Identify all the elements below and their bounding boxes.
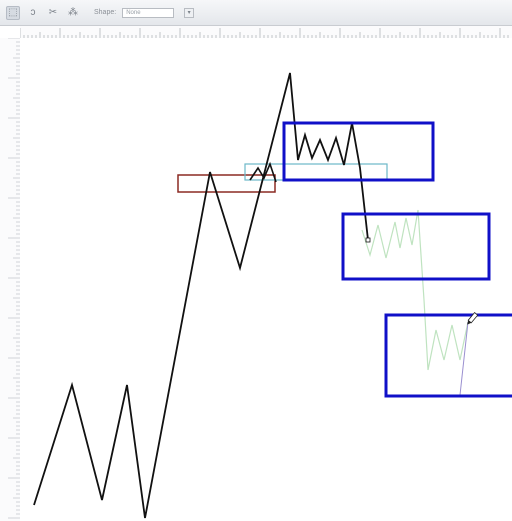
crop-tool-icon[interactable]: ✂ xyxy=(48,7,58,18)
ruler-ticks xyxy=(8,38,20,519)
blue-box-bottom xyxy=(384,313,512,398)
anchor-point xyxy=(365,237,371,243)
blue-box-middle xyxy=(341,212,491,281)
chart-drawing xyxy=(33,72,512,519)
blue-box-top xyxy=(282,121,435,182)
chevron-down-icon[interactable]: ▾ xyxy=(184,7,195,18)
red-range-box xyxy=(177,174,276,193)
vertical-ruler[interactable] xyxy=(0,38,21,521)
price-line xyxy=(33,72,369,519)
projected-price-line xyxy=(361,209,469,371)
lasso-tool-icon[interactable]: ↄ xyxy=(30,7,36,18)
pen-stroke xyxy=(459,321,469,396)
pen-cursor-icon xyxy=(467,312,479,325)
marquee-tool-icon[interactable]: ⬚ xyxy=(6,5,20,20)
magic-wand-tool-icon[interactable]: ⁂ xyxy=(68,7,78,18)
toolbar: ⬚ ↄ ✂ ⁂ Shape: None ▾ xyxy=(0,0,512,26)
ruler-ticks xyxy=(20,28,509,38)
price-wiggle xyxy=(249,161,277,183)
shape-label: Shape: xyxy=(94,9,117,16)
drawing-canvas[interactable] xyxy=(20,38,512,521)
shape-select[interactable]: None xyxy=(122,7,175,18)
